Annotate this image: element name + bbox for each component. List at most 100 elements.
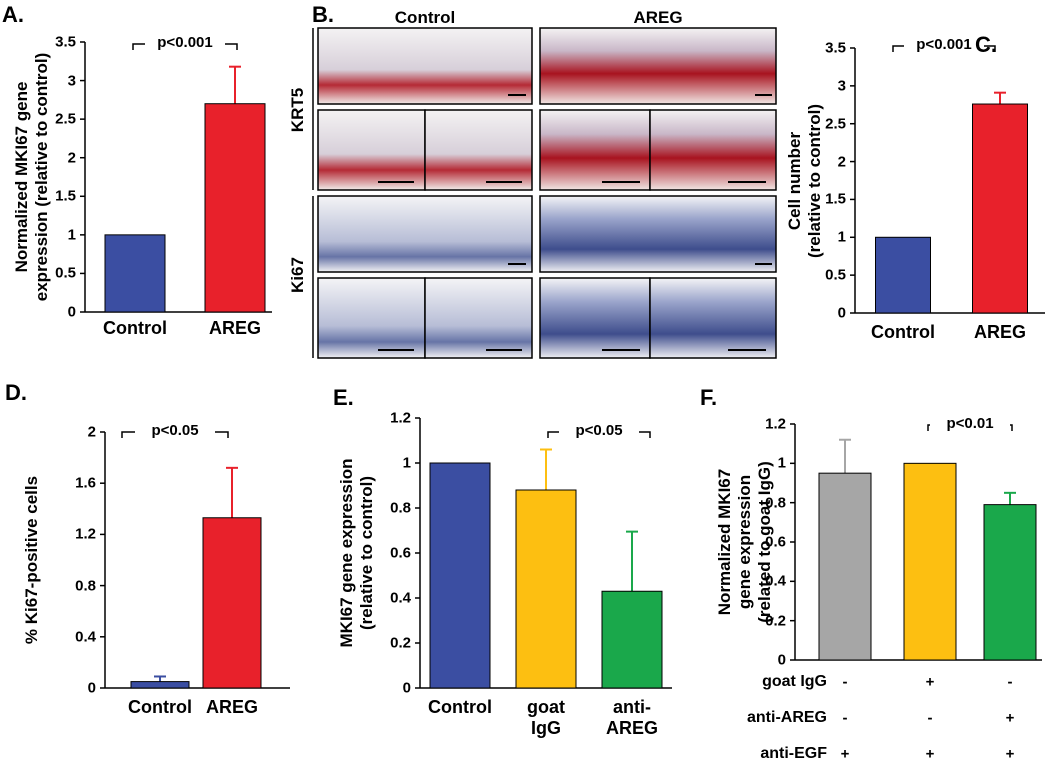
panel-label: A. xyxy=(2,2,24,27)
panel-label: C. xyxy=(975,32,997,57)
image xyxy=(317,277,426,359)
y-tick-label: 1 xyxy=(777,454,786,472)
condition-label: anti-EGF xyxy=(760,744,827,760)
y-tick-label: 0.2 xyxy=(765,612,786,630)
condition-mark: - xyxy=(1007,673,1013,691)
bar xyxy=(972,103,1028,314)
image xyxy=(649,109,777,191)
condition-label: goat IgG xyxy=(762,672,827,690)
scale-bars xyxy=(378,94,772,351)
y-tick-label: 0.4 xyxy=(390,589,411,607)
y-axis-label: % Ki67-positive cells xyxy=(22,475,42,645)
y-tick-label: 1 xyxy=(67,226,76,244)
y-tick-label: 2 xyxy=(837,152,846,170)
y-axis-label: gene expression xyxy=(735,474,755,610)
y-tick-label: 0.8 xyxy=(765,494,786,512)
panel-label: E. xyxy=(333,385,354,410)
y-axis-label: (relative to control) xyxy=(805,103,825,258)
condition-mark: + xyxy=(1005,745,1015,760)
y-tick-label: 1.2 xyxy=(765,415,786,433)
y-tick-label: 3.5 xyxy=(825,39,846,57)
y-tick-label: 2 xyxy=(67,149,76,167)
annotation: p<0.05 xyxy=(575,422,623,439)
y-tick-label: 2.5 xyxy=(55,110,76,128)
y-axis-label: MKI67 gene expression xyxy=(337,458,357,648)
bar xyxy=(601,590,663,689)
x-tick-label: Control xyxy=(128,697,192,717)
condition-mark: + xyxy=(840,745,850,760)
y-tick-label: 3 xyxy=(67,71,76,89)
y-tick-label: 1.2 xyxy=(75,525,96,543)
x-tick-label: Control xyxy=(103,318,167,338)
annotation: p<0.01 xyxy=(946,415,994,432)
column-header: Control xyxy=(394,8,456,27)
condition-mark: + xyxy=(925,673,935,691)
condition-label: anti-AREG xyxy=(747,708,827,726)
bar xyxy=(903,462,957,661)
y-tick-label: 2.5 xyxy=(825,115,846,133)
condition-mark: - xyxy=(927,709,933,727)
image xyxy=(539,27,777,105)
bar xyxy=(104,234,166,313)
row-header: Ki67 xyxy=(288,257,308,293)
bar xyxy=(130,681,190,689)
x-tick-label: goat IgG xyxy=(527,697,565,738)
y-axis-label: Normalized MKI67 gene xyxy=(12,81,32,273)
y-tick-label: 0.8 xyxy=(390,499,411,517)
y-tick-label: 0.2 xyxy=(390,634,411,652)
bar xyxy=(818,472,872,661)
y-tick-label: 1 xyxy=(402,454,411,472)
condition-mark: - xyxy=(842,709,848,727)
y-axis-label: Cell number xyxy=(785,131,805,230)
panel-label: F. xyxy=(700,385,718,410)
y-tick-label: 1.5 xyxy=(825,190,846,208)
y-tick-label: 0.6 xyxy=(390,544,411,562)
image xyxy=(317,109,426,191)
y-tick-label: 0 xyxy=(67,303,76,321)
y-axis-label: expression (relative to control) xyxy=(32,52,52,302)
y-tick-label: 1 xyxy=(837,228,846,246)
y-tick-label: 0 xyxy=(777,651,786,669)
image xyxy=(539,109,651,191)
y-tick-label: 1.2 xyxy=(390,409,411,427)
image xyxy=(317,27,533,105)
y-tick-label: 3.5 xyxy=(55,33,76,51)
image xyxy=(539,195,777,273)
x-tick-label: Control xyxy=(428,697,492,717)
x-tick-label: Control xyxy=(871,322,935,342)
image xyxy=(317,195,533,273)
significance-bracket xyxy=(547,431,651,438)
y-tick-label: 0 xyxy=(837,304,846,322)
annotation: p<0.001 xyxy=(916,36,972,53)
y-tick-label: 0.8 xyxy=(75,576,96,594)
column-header: AREG xyxy=(633,8,683,27)
annotation: p<0.001 xyxy=(157,34,213,51)
x-tick-label: AREG xyxy=(208,318,262,338)
y-tick-label: 0.4 xyxy=(75,628,96,646)
y-tick-label: 3 xyxy=(837,77,846,95)
annotation: p<0.05 xyxy=(151,422,199,439)
condition-mark: + xyxy=(1005,709,1015,727)
significance-bracket xyxy=(892,45,996,52)
y-tick-label: 1.6 xyxy=(75,474,96,492)
panel-label: D. xyxy=(5,380,27,405)
x-tick-label: anti-AREG xyxy=(606,697,659,738)
x-tick-label: AREG xyxy=(973,322,1027,342)
y-axis-label: Normalized MKI67 xyxy=(715,468,735,616)
image xyxy=(424,109,533,191)
y-tick-label: 0.6 xyxy=(765,533,786,551)
bar xyxy=(983,504,1037,661)
bar xyxy=(875,236,931,314)
x-tick-label: AREG xyxy=(205,697,259,717)
y-tick-label: 0 xyxy=(402,679,411,697)
bar xyxy=(204,103,266,313)
y-tick-label: 1.5 xyxy=(55,187,76,205)
condition-mark: - xyxy=(842,673,848,691)
micrographs xyxy=(312,27,777,359)
y-tick-label: 0.4 xyxy=(765,572,786,590)
y-tick-label: 0.5 xyxy=(55,264,76,282)
image xyxy=(539,277,651,359)
y-tick-label: 0.5 xyxy=(825,266,846,284)
